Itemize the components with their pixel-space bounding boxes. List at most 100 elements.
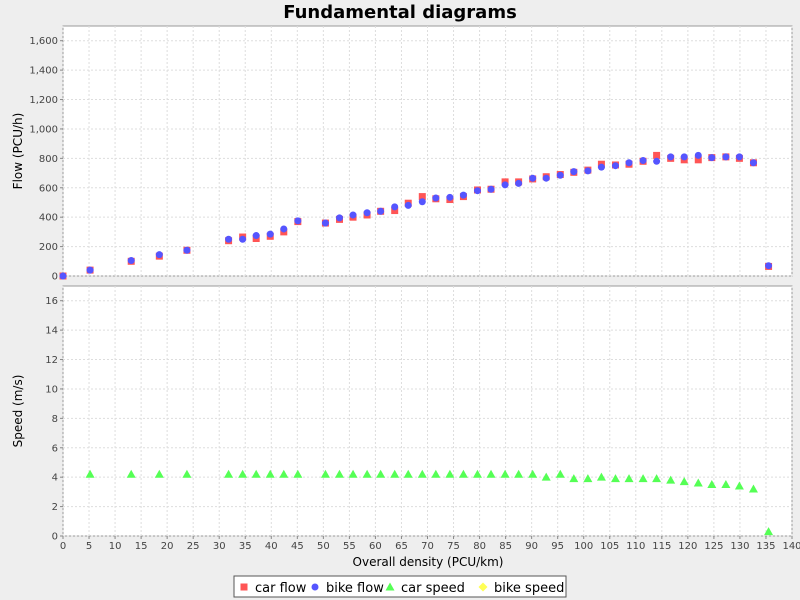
legend-item-bike-flow: bike flow	[311, 581, 384, 596]
y-tick-label: 1,000	[29, 124, 58, 135]
data-point	[238, 469, 248, 478]
data-point	[335, 214, 343, 222]
x-tick-label: 70	[421, 541, 434, 552]
data-point	[265, 469, 275, 478]
x-tick-label: 130	[730, 541, 749, 552]
data-point	[391, 207, 399, 215]
data-point	[638, 474, 648, 483]
data-point	[182, 469, 192, 478]
data-point	[625, 159, 633, 167]
data-point	[542, 174, 550, 182]
data-point	[765, 262, 773, 270]
data-point	[252, 232, 260, 240]
series-car-speed	[85, 469, 774, 536]
data-point	[596, 472, 606, 481]
data-point	[500, 469, 510, 478]
data-point	[555, 469, 565, 478]
legend-label: car flow	[255, 581, 307, 596]
data-point	[486, 469, 496, 478]
x-tick-label: 120	[678, 541, 697, 552]
data-point	[472, 469, 482, 478]
data-point	[224, 469, 234, 478]
legend-marker	[478, 582, 488, 592]
legend-item-car-flow: car flow	[240, 581, 307, 596]
legend-marker	[240, 583, 248, 591]
data-point	[390, 469, 400, 478]
data-point	[693, 478, 703, 487]
data-point	[225, 235, 233, 243]
y-tick-label: 600	[39, 183, 58, 194]
data-point	[749, 159, 757, 167]
data-point	[764, 527, 774, 536]
x-tick-label: 105	[600, 541, 619, 552]
y-axis-label: Flow (PCU/h)	[11, 113, 25, 190]
data-point	[583, 474, 593, 483]
data-point	[652, 474, 662, 483]
data-point	[418, 198, 426, 206]
data-point	[722, 153, 730, 161]
x-tick-label: 15	[135, 541, 148, 552]
data-point	[59, 272, 67, 280]
x-tick-label: 115	[652, 541, 671, 552]
data-point	[639, 157, 647, 165]
data-point	[348, 469, 358, 478]
x-tick-label: 10	[109, 541, 122, 552]
panel-1: 0 200 400 600 800 1,000 1,200 1,400 1,600 Flow (P…	[11, 25, 793, 283]
data-point	[514, 469, 524, 478]
x-tick-label: 50	[317, 541, 330, 552]
data-point	[362, 469, 372, 478]
legend-item-bike-speed: bike speed	[478, 581, 564, 596]
data-point	[404, 201, 412, 209]
data-point	[597, 163, 605, 171]
data-point	[321, 219, 329, 227]
chart-title: Fundamental diagrams	[283, 2, 517, 23]
data-point	[707, 480, 717, 489]
data-point	[528, 469, 538, 478]
data-point	[85, 469, 95, 478]
y-tick-label: 10	[45, 384, 58, 395]
data-point	[584, 167, 592, 175]
data-point	[126, 469, 136, 478]
x-tick-label: 55	[343, 541, 356, 552]
data-point	[363, 209, 371, 217]
y-tick-label: 800	[39, 154, 58, 165]
data-point	[734, 481, 744, 490]
y-tick-label: 200	[39, 242, 58, 253]
x-tick-label: 125	[704, 541, 723, 552]
x-tick-label: 140	[782, 541, 800, 552]
data-point	[334, 469, 344, 478]
data-point	[293, 469, 303, 478]
data-point	[653, 151, 661, 159]
data-point	[376, 469, 386, 478]
data-point	[529, 174, 537, 182]
data-point	[446, 193, 454, 201]
data-point	[610, 474, 620, 483]
legend-label: car speed	[401, 581, 465, 596]
data-point	[403, 469, 413, 478]
legend-label: bike speed	[494, 581, 564, 596]
data-point	[431, 469, 441, 478]
y-tick-label: 0	[52, 532, 58, 543]
legend-marker	[385, 582, 395, 591]
y-tick-label: 1,600	[29, 36, 58, 47]
data-point	[459, 191, 467, 199]
data-point	[666, 475, 676, 484]
data-point	[680, 153, 688, 161]
data-point	[320, 469, 330, 478]
x-tick-label: 60	[369, 541, 382, 552]
data-point	[611, 162, 619, 170]
data-point	[280, 225, 288, 233]
legend-box	[233, 575, 567, 598]
y-tick-label: 12	[45, 355, 58, 366]
y-tick-label: 2	[52, 502, 58, 513]
series-bike-flow	[59, 151, 773, 280]
y-tick-label: 0	[52, 272, 58, 283]
data-point	[183, 246, 191, 254]
x-tick-label: 5	[86, 541, 92, 552]
data-point	[239, 235, 247, 243]
x-tick-label: 80	[473, 541, 486, 552]
data-point	[154, 469, 164, 478]
y-tick-label: 14	[45, 326, 58, 337]
